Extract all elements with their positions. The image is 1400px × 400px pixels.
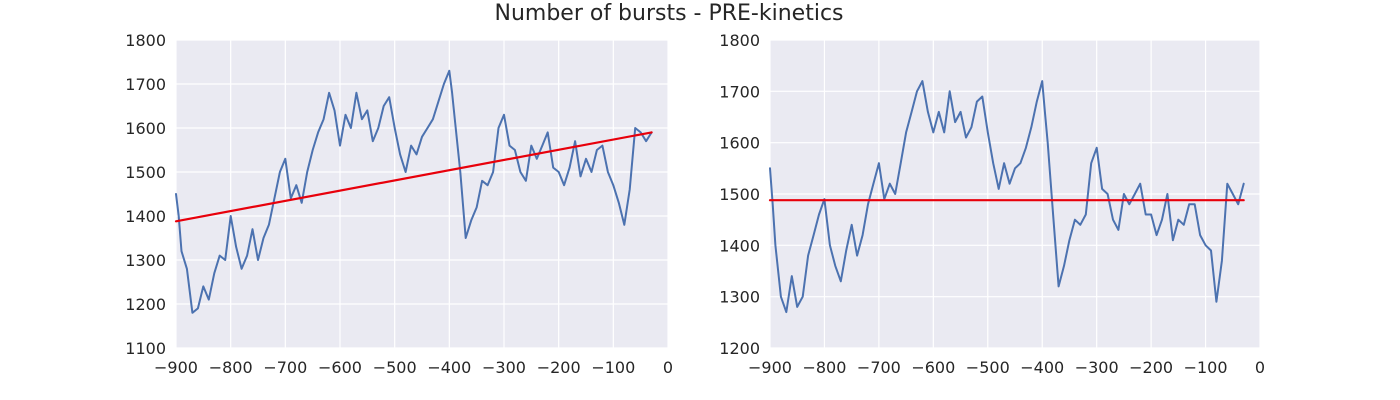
x-tick-label-right-5: −400	[1020, 358, 1064, 377]
series-group-right	[768, 80, 1245, 314]
grid-left	[175, 39, 669, 349]
series-line-left	[175, 69, 653, 314]
x-tick-label-left-5: −400	[427, 358, 471, 377]
x-tick-label-left-6: −300	[482, 358, 526, 377]
y-tick-label-left-2: 1300	[125, 251, 166, 270]
y-tick-label-left-5: 1600	[125, 119, 166, 138]
y-tick-label-left-1: 1200	[125, 295, 166, 314]
x-tick-label-left-1: −800	[209, 358, 253, 377]
figure-title: Number of bursts - PRE-kinetics	[494, 1, 843, 26]
y-tick-label-left-7: 1800	[125, 31, 166, 50]
x-tick-label-left-4: −500	[373, 358, 417, 377]
x-tick-label-left-3: −600	[318, 358, 362, 377]
y-tick-label-right-5: 1700	[719, 82, 760, 101]
x-tick-label-right-7: −200	[1129, 358, 1173, 377]
x-tick-label-left-2: −700	[263, 358, 307, 377]
y-tick-label-right-4: 1600	[719, 134, 760, 153]
x-tick-label-left-7: −200	[537, 358, 581, 377]
x-tick-label-right-9: 0	[1255, 358, 1265, 377]
x-tick-label-left-8: −100	[591, 358, 635, 377]
x-tick-labels-right: −900 −800 −700 −600 −500 −400 −300 −200 −100 0	[748, 358, 1265, 377]
x-tick-label-left-9: 0	[663, 358, 673, 377]
x-tick-label-left-0: −900	[154, 358, 198, 377]
y-tick-label-left-3: 1400	[125, 207, 166, 226]
chart-right: −900 −800 −700 −600 −500 −400 −300 −200 −100 0 12…	[719, 31, 1265, 377]
x-tick-label-right-2: −700	[857, 358, 901, 377]
x-tick-label-right-4: −500	[966, 358, 1010, 377]
x-tick-label-right-8: −100	[1184, 358, 1228, 377]
y-tick-label-right-3: 1500	[719, 185, 760, 204]
y-tick-label-left-4: 1500	[125, 163, 166, 182]
series-line-right	[769, 80, 1245, 314]
y-tick-label-left-6: 1700	[125, 75, 166, 94]
plot-area-left	[176, 40, 668, 348]
series-group-left	[174, 69, 653, 314]
grid-right	[769, 39, 1261, 349]
y-tick-label-right-2: 1400	[719, 236, 760, 255]
x-tick-labels-left: −900 −800 −700 −600 −500 −400 −300 −200 −100 0	[154, 358, 673, 377]
y-tick-labels-left: 1100 1200 1300 1400 1500 1600 1700 1800	[125, 31, 166, 358]
x-tick-label-right-3: −600	[911, 358, 955, 377]
y-tick-label-right-0: 1200	[719, 339, 760, 358]
y-tick-label-right-1: 1300	[719, 288, 760, 307]
x-tick-label-right-6: −300	[1075, 358, 1119, 377]
x-tick-label-right-1: −800	[802, 358, 846, 377]
y-tick-label-left-0: 1100	[125, 339, 166, 358]
y-tick-label-right-6: 1800	[719, 31, 760, 50]
trend-line-left	[174, 131, 653, 223]
x-tick-label-right-0: −900	[748, 358, 792, 377]
chart-left: −900 −800 −700 −600 −500 −400 −300 −200 −100 0 11…	[125, 31, 673, 377]
y-tick-labels-right: 1200 1300 1400 1500 1600 1700 1800	[719, 31, 760, 358]
